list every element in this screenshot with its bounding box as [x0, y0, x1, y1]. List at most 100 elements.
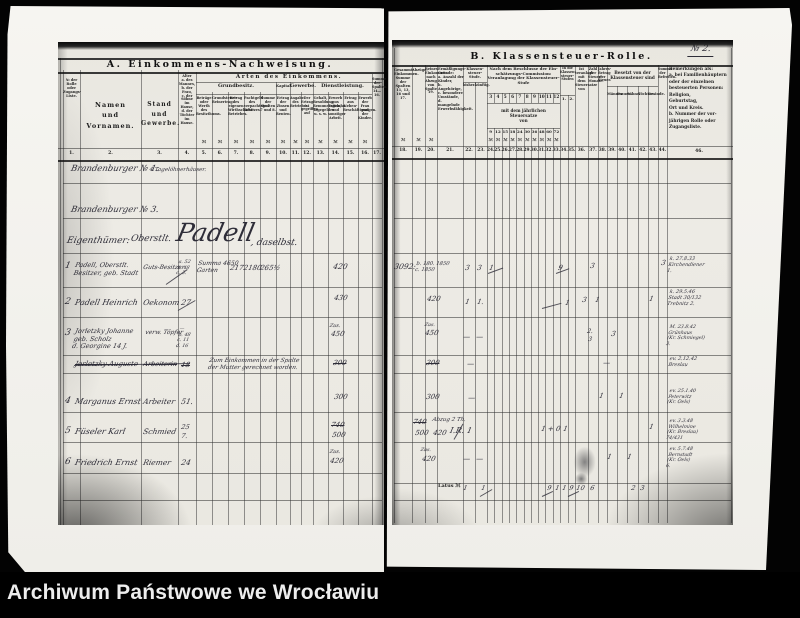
handwriting-entry: 1 — [626, 453, 633, 461]
handwriting-entry: Arbeiter — [142, 397, 176, 406]
column-number: 28. — [516, 147, 524, 153]
handwriting-entry: — — [602, 359, 611, 367]
handwriting-entry: 1 — [63, 261, 72, 271]
grid-vline — [545, 128, 547, 523]
column-header-label: Summe der Spalten 14—16. — [372, 77, 387, 97]
handwriting-entry: 420 — [329, 457, 345, 465]
grid-vline — [372, 74, 373, 525]
column-number: 40. — [618, 147, 626, 153]
column-number: 13. — [316, 150, 325, 156]
grid-hline — [394, 500, 731, 501]
grid-vline — [598, 65, 599, 523]
handwriting-entry: 3 — [589, 262, 596, 270]
currency-mark: ℳ — [293, 138, 298, 144]
handwriting-entry: ev. 25.1.40 Peterwitz (Kr. Oels) — [666, 389, 697, 406]
register-page-right: B. Klassensteuer-Rolle. Gesammt-Einkomme… — [392, 40, 733, 525]
grid-vline — [487, 65, 488, 523]
grid-hline — [63, 500, 382, 501]
grid-hline — [394, 442, 731, 443]
column-header-label: Summa der Befreiten. — [658, 67, 677, 78]
currency-mark: ℳ — [201, 138, 207, 144]
grid-vline — [530, 128, 532, 523]
column-header-label: Angabe des Betriebes. — [290, 96, 309, 108]
handwriting-entry: k. 29.5.46 Stadt 30/132 Trebnitz 2. — [666, 289, 702, 307]
column-header-label: Ist veranlagt mit dem Steuersatze von — [575, 67, 598, 91]
stufe-sub-number: 1. — [561, 96, 567, 101]
column-number: 25. — [494, 147, 502, 153]
handwriting-entry: — — [475, 333, 484, 341]
column-number: 30. — [530, 147, 539, 153]
column-header-label: Summe der Spalten 7 und 8. — [260, 96, 276, 112]
column-number: 27. — [508, 147, 517, 153]
currency-mark: ℳ — [318, 138, 323, 144]
besetzt-sub-label: Söhne. — [627, 92, 641, 96]
column-number: 2. — [108, 150, 113, 156]
currency-mark: ℳ — [554, 136, 559, 142]
currency-mark: ℳ — [348, 138, 353, 144]
handwriting-entry: 265½ — [259, 264, 282, 272]
column-number: 32. — [545, 147, 553, 153]
column-group-header: Besetzt von der Klassensteuer sind — [610, 70, 655, 80]
besetzt-sub-label: Gesinde. — [648, 92, 665, 96]
grid-vline — [394, 48, 395, 523]
handwriting-entry: Brandenburger № 1. — [69, 164, 160, 174]
column-number: 22. — [465, 147, 473, 153]
handwriting-entry: 1 — [464, 298, 471, 306]
handwriting-entry: 1 — [564, 299, 571, 307]
grid-hline — [560, 95, 575, 96]
handwriting-entry: 500 — [414, 429, 430, 437]
grid-vline — [638, 86, 639, 523]
column-number: 6. — [217, 150, 223, 156]
currency-mark: ℳ — [304, 138, 310, 144]
handwriting-entry: 1 — [561, 484, 568, 492]
column-header-label: № der Rolle oder Zugangs-Liste. — [63, 78, 82, 99]
handwriting-entry: 430 — [333, 294, 349, 302]
handwriting-entry: 51. — [180, 397, 195, 406]
handwriting-entry: Jorletzky Johanne geb. Scholz d. Georgin… — [71, 327, 135, 351]
handwriting-entry: M. 23.8.42 Grünhaus (Kr. Schmiegel) 3. — [665, 325, 706, 347]
handwriting-entry: Zus. — [419, 448, 432, 453]
grid-vline — [607, 65, 608, 523]
column-number: 26. — [501, 147, 510, 153]
column-header-label: Alter a. des Mannes, b. der Frau, c. der… — [178, 74, 196, 125]
grid-vline — [63, 70, 64, 525]
grid-vline — [508, 128, 510, 523]
currency-mark: ℳ — [547, 136, 552, 142]
rate-number: 48 — [538, 128, 545, 134]
grid-vline — [437, 65, 438, 523]
archive-caption-bar: Archiwum Państwowe we Wrocławiu — [0, 572, 800, 618]
handwriting-entry: Schmied — [142, 427, 178, 436]
handwriting-entry: Padell, Oberstlt. Besitzer, geb. Stadt — [72, 261, 140, 277]
column-number: 15. — [346, 150, 355, 156]
column-header-label: Grundsteuer-Reinertrag. — [212, 96, 238, 104]
column-number: 5. — [201, 150, 207, 156]
column-number: 3. — [157, 150, 162, 156]
grid-hline — [394, 183, 731, 184]
currency-mark: ℳ — [233, 138, 239, 144]
column-header-label: Jahres-Betrag der Steuer. — [598, 67, 612, 83]
grid-hline — [58, 58, 384, 60]
handwriting-entry: 2. — [586, 328, 594, 335]
currency-mark: ℳ — [416, 136, 421, 142]
column-number: 44. — [658, 147, 667, 153]
handwriting-entry: 450 — [330, 330, 346, 338]
grid-vline — [552, 128, 554, 523]
grid-vline — [463, 65, 464, 523]
handwriting-entry: 420 — [421, 455, 437, 463]
rate-number: 30 — [524, 128, 530, 134]
grid-hline — [394, 253, 731, 254]
stufe-number: 12 — [553, 93, 560, 99]
grid-hline — [58, 160, 384, 162]
column-header-label: Reines Einkommen nach Abzug von Spalte 1… — [425, 67, 448, 95]
handwriting-entry: 2 — [630, 484, 637, 492]
handwriting-entry: 3 — [610, 330, 617, 338]
rate-number: 9 — [489, 128, 493, 134]
grid-vline — [523, 93, 525, 103]
grid-hline — [63, 317, 382, 318]
handwriting-entry: b. 180. 1850 c. 1850 — [414, 261, 451, 274]
handwriting-entry: 300 — [333, 393, 349, 401]
besetzt-sub-label: Töchter. — [638, 92, 654, 96]
handwriting-entry: 3 — [581, 296, 588, 304]
handwriting-entry: № 2. — [687, 44, 716, 57]
handwriting-entry: 450 — [424, 329, 440, 337]
